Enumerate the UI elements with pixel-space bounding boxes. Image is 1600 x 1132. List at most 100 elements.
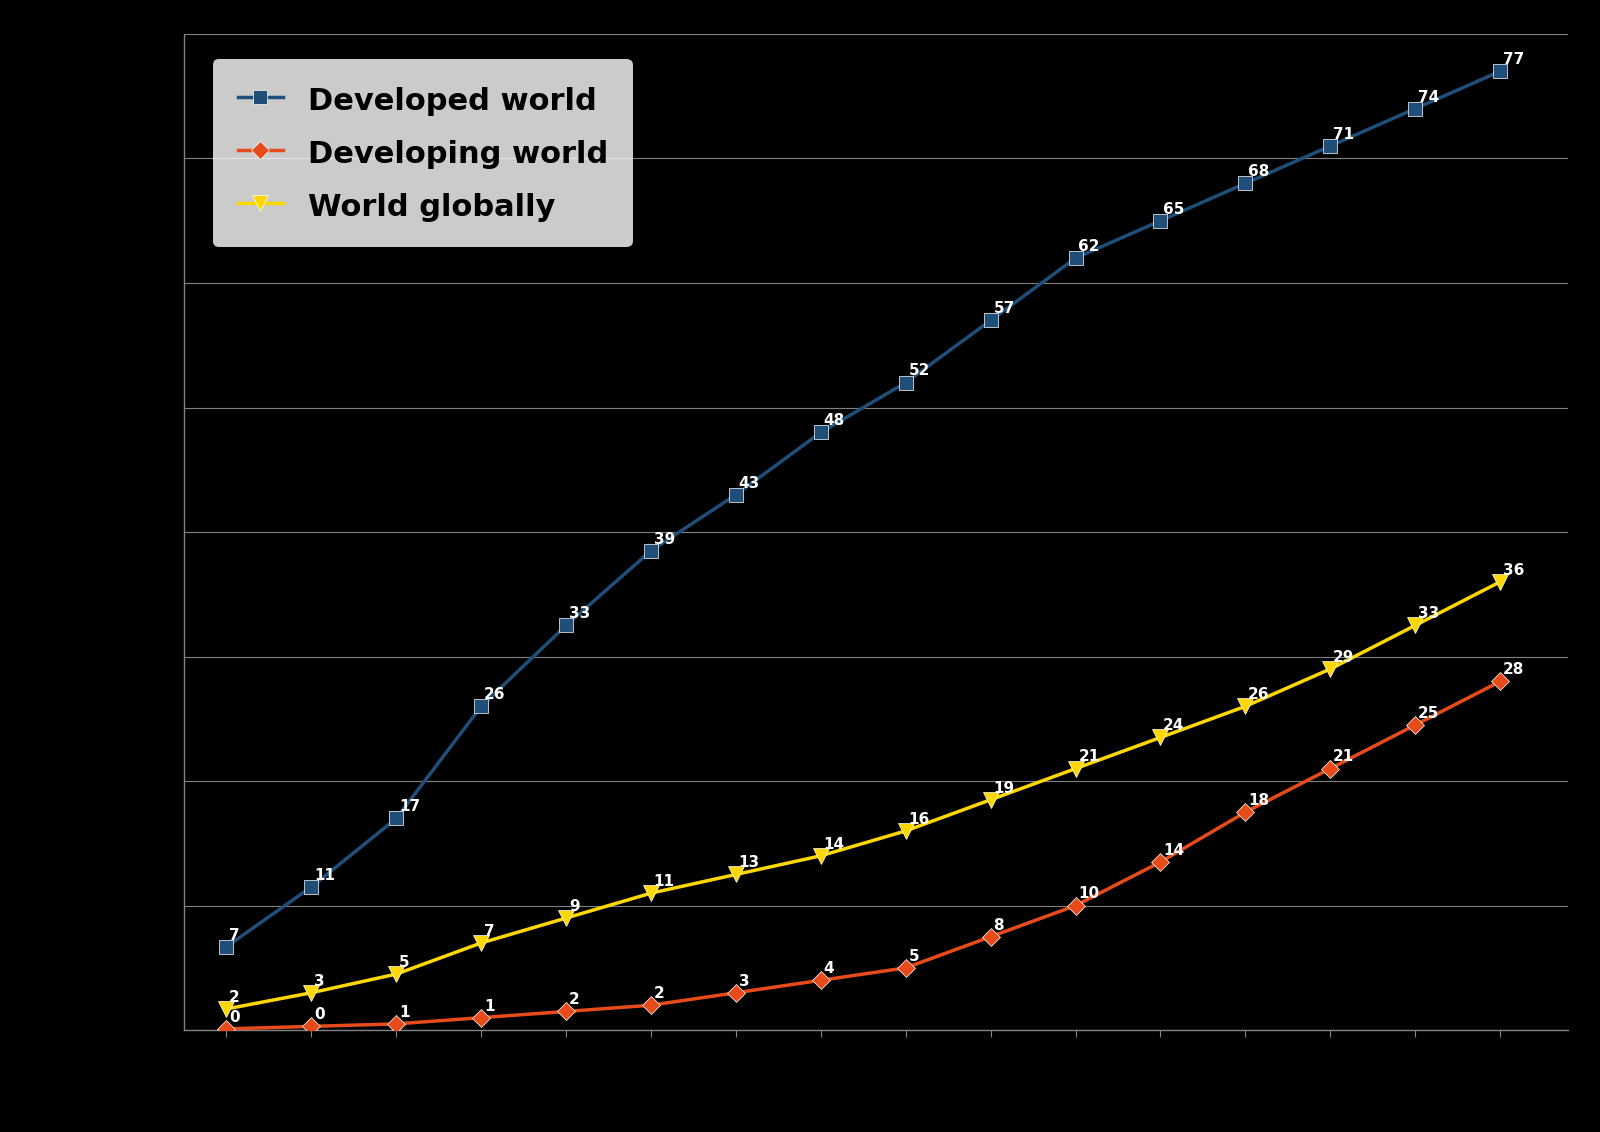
Text: 26: 26 (1248, 687, 1270, 702)
Text: 11: 11 (314, 868, 334, 883)
Text: 2: 2 (229, 989, 240, 1005)
Text: 4: 4 (824, 961, 834, 976)
World globally (218, 1002, 237, 1015)
Text: 26: 26 (483, 687, 506, 702)
Developed world (981, 314, 1000, 327)
Text: 17: 17 (398, 799, 421, 814)
Text: 7: 7 (229, 927, 240, 943)
Developed world (1235, 177, 1254, 190)
Developing world (1235, 806, 1254, 820)
Developed world (811, 426, 830, 439)
Developing world (642, 998, 661, 1012)
Developing world (726, 986, 746, 1000)
World globally (1066, 762, 1085, 775)
Text: 77: 77 (1502, 52, 1525, 67)
Text: 36: 36 (1502, 563, 1525, 577)
Developing world (218, 1022, 237, 1036)
Developing world (1066, 899, 1085, 912)
Text: 43: 43 (739, 475, 760, 490)
Text: 62: 62 (1078, 239, 1099, 254)
Developed world (1150, 214, 1170, 228)
Developed world (557, 618, 576, 632)
Text: 39: 39 (654, 532, 675, 547)
Developed world (1491, 65, 1510, 78)
Text: 2: 2 (654, 986, 664, 1001)
Developed world (218, 940, 237, 953)
World globally (472, 936, 491, 950)
World globally (1150, 731, 1170, 745)
Text: 8: 8 (994, 918, 1005, 933)
Text: 74: 74 (1418, 89, 1438, 104)
Text: 19: 19 (994, 781, 1014, 796)
Text: 24: 24 (1163, 719, 1184, 734)
Text: 71: 71 (1333, 127, 1354, 142)
World globally (1235, 700, 1254, 713)
Developed world (1066, 251, 1085, 265)
Line: Developed world: Developed world (219, 65, 1507, 953)
Developing world (302, 1020, 322, 1034)
Text: 14: 14 (824, 837, 845, 851)
Text: 0: 0 (314, 1007, 325, 1022)
Text: 21: 21 (1078, 749, 1099, 764)
Developing world (472, 1011, 491, 1024)
Legend: Developed world, Developing world, World globally: Developed world, Developing world, World… (213, 59, 632, 247)
Text: 0: 0 (229, 1010, 240, 1024)
Developing world (387, 1018, 406, 1031)
World globally (1405, 618, 1424, 632)
Developed world (642, 544, 661, 558)
World globally (726, 867, 746, 881)
Text: 21: 21 (1333, 749, 1354, 764)
Text: 10: 10 (1078, 886, 1099, 901)
Developed world (387, 812, 406, 825)
Developed world (896, 376, 915, 389)
Text: 9: 9 (570, 899, 579, 914)
Text: 25: 25 (1418, 706, 1440, 721)
Text: 33: 33 (1418, 607, 1438, 621)
Text: 5: 5 (909, 949, 918, 963)
Text: 2: 2 (570, 993, 579, 1007)
World globally (811, 849, 830, 863)
World globally (1320, 662, 1339, 676)
Text: 52: 52 (909, 363, 930, 378)
Text: 33: 33 (570, 607, 590, 621)
Text: 3: 3 (739, 974, 749, 988)
World globally (1491, 575, 1510, 589)
Text: 3: 3 (314, 974, 325, 988)
World globally (896, 824, 915, 838)
Developing world (1405, 719, 1424, 732)
Text: 29: 29 (1333, 650, 1355, 664)
Text: 28: 28 (1502, 662, 1525, 677)
Text: 1: 1 (398, 1005, 410, 1020)
Developed world (302, 881, 322, 894)
Developed world (726, 488, 746, 501)
Text: 68: 68 (1248, 164, 1269, 179)
Developing world (557, 1005, 576, 1019)
Text: 7: 7 (483, 924, 494, 938)
Text: 57: 57 (994, 301, 1014, 316)
Developed world (1405, 102, 1424, 115)
Developing world (1491, 675, 1510, 688)
Text: 65: 65 (1163, 201, 1184, 216)
World globally (302, 986, 322, 1000)
Text: 16: 16 (909, 812, 930, 826)
Line: Developing world: Developing world (221, 675, 1506, 1035)
Text: 5: 5 (398, 955, 410, 970)
Text: 14: 14 (1163, 843, 1184, 858)
Developing world (1320, 762, 1339, 775)
Developing world (896, 961, 915, 975)
World globally (642, 886, 661, 900)
World globally (981, 792, 1000, 806)
Text: 1: 1 (483, 998, 494, 1013)
Text: 11: 11 (654, 874, 675, 889)
Line: World globally: World globally (219, 574, 1507, 1017)
Developed world (1320, 139, 1339, 153)
Developed world (472, 700, 491, 713)
World globally (387, 967, 406, 980)
Developing world (1150, 856, 1170, 869)
Text: 13: 13 (739, 856, 760, 871)
Text: 18: 18 (1248, 794, 1269, 808)
Text: 48: 48 (824, 413, 845, 428)
World globally (557, 911, 576, 925)
Developing world (981, 931, 1000, 944)
Developing world (811, 974, 830, 987)
